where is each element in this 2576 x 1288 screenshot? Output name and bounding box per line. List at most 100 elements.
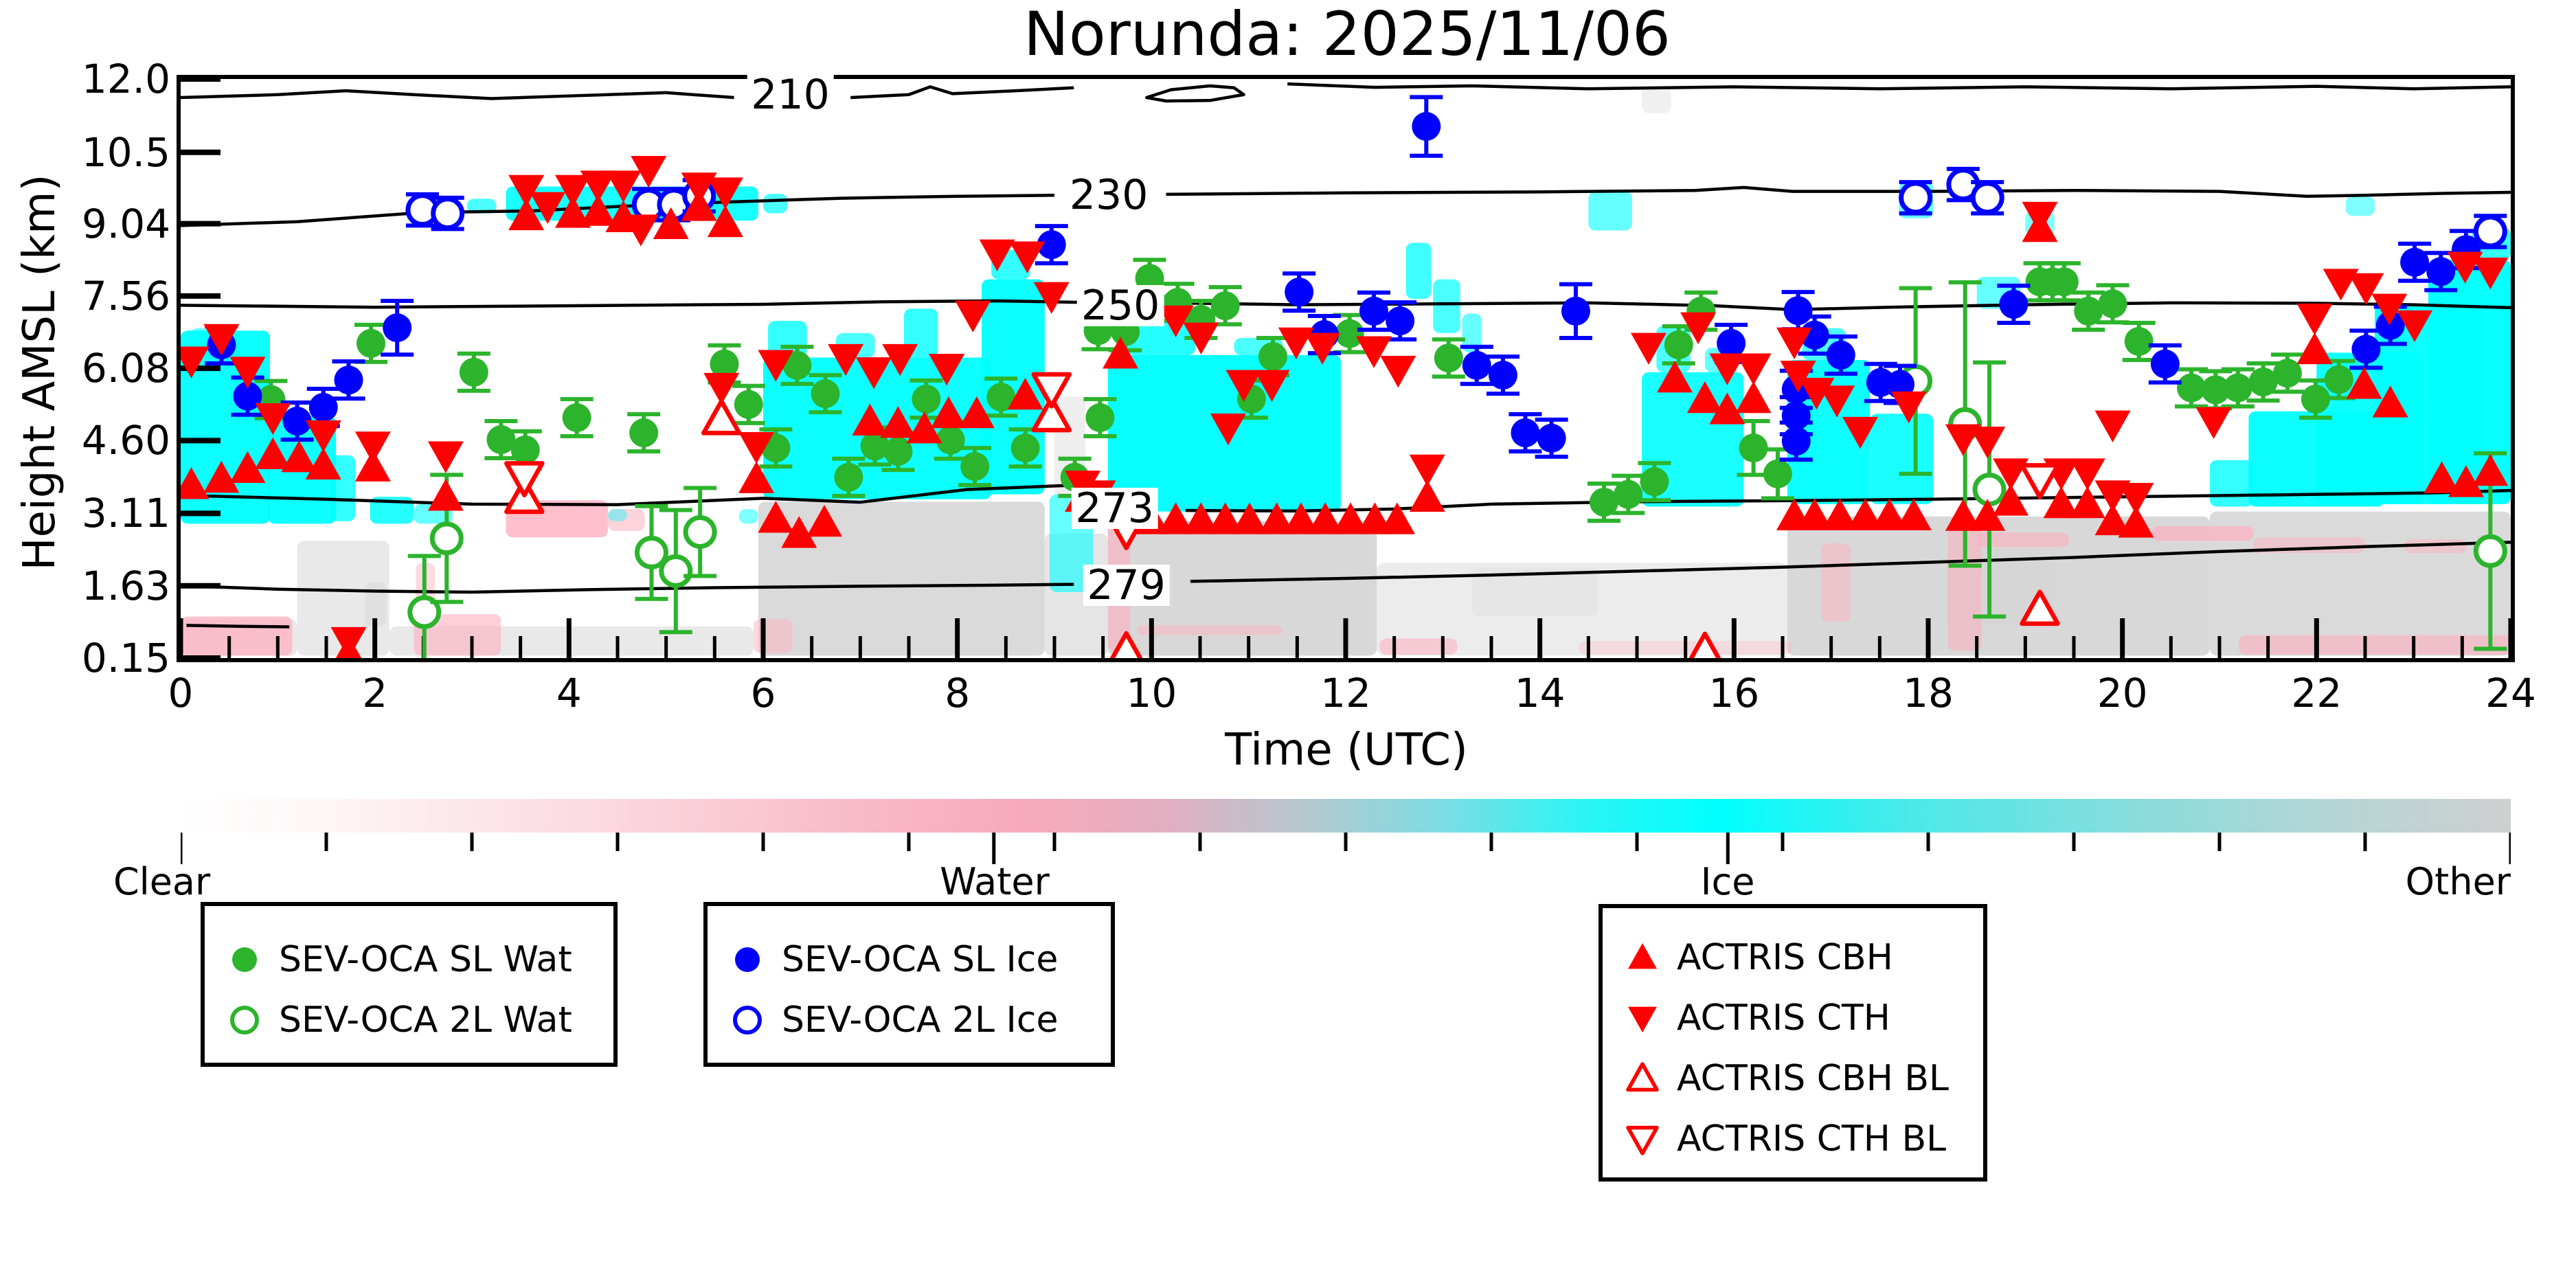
marker-circle xyxy=(407,595,442,629)
bg-region-ice xyxy=(1462,313,1482,353)
legend-label: ACTRIS CTH xyxy=(1677,997,1890,1039)
marker-triangle-down xyxy=(703,372,740,405)
marker-triangle-down xyxy=(1183,322,1219,354)
marker-triangle-up xyxy=(1735,381,1772,414)
marker-triangle-up xyxy=(1007,377,1043,410)
bg-region-other xyxy=(297,541,389,656)
marker-triangle-up xyxy=(707,205,743,238)
marker-triangle-down xyxy=(580,170,616,203)
bg-region-ice xyxy=(466,199,497,214)
bg-region-water xyxy=(1821,543,1851,622)
marker-triangle-up xyxy=(2069,486,2105,519)
marker-triangle-up xyxy=(653,207,689,239)
marker-triangle-down xyxy=(1993,458,2029,490)
triangle-down-filled-icon xyxy=(1628,1006,1657,1032)
marker-circle xyxy=(2400,247,2430,277)
marker-circle xyxy=(1717,328,1746,358)
marker-triangle-down xyxy=(1969,427,2006,459)
marker-circle xyxy=(1037,230,1066,260)
marker-triangle-up xyxy=(1847,498,1884,530)
marker-circle xyxy=(2124,327,2154,357)
bg-region-ice xyxy=(763,194,788,214)
contour-line xyxy=(181,194,1055,227)
marker-circle xyxy=(1085,403,1115,432)
marker-triangle-down xyxy=(1380,355,1416,388)
y-tick-label: 1.63 xyxy=(81,562,170,609)
marker-triangle-down xyxy=(828,343,864,376)
bg-region-ice xyxy=(1588,191,1632,231)
marker-triangle-up xyxy=(2118,506,2154,538)
marker-triangle-up xyxy=(1258,502,1295,534)
marker-triangle-up xyxy=(2448,465,2484,497)
marker-circle xyxy=(1783,296,1813,326)
marker-triangle-up xyxy=(781,516,817,548)
marker-triangle-down xyxy=(1278,327,1314,360)
legend-marker xyxy=(232,947,257,972)
marker-triangle-down xyxy=(1157,305,1194,338)
marker-triangle-up xyxy=(806,504,843,537)
triangle-up-filled-icon xyxy=(1628,943,1657,969)
marker-triangle-down xyxy=(707,177,743,210)
marker-circle xyxy=(1640,467,1669,497)
marker-triangle-down xyxy=(2371,293,2408,326)
marker-circle xyxy=(2150,349,2180,379)
marker-triangle-up xyxy=(1103,337,1139,369)
colorbar-label-other: Other xyxy=(2405,860,2511,903)
marker-triangle-up xyxy=(2346,367,2382,399)
bg-region-water xyxy=(753,619,793,653)
marker-triangle-down xyxy=(681,172,717,205)
y-tick-label: 3.11 xyxy=(81,490,170,537)
marker-circle xyxy=(2223,373,2252,403)
x-tick-label: 10 xyxy=(1126,670,1177,716)
marker-triangle-up xyxy=(1822,498,1858,530)
marker-triangle-down xyxy=(1842,416,1879,449)
bg-region-ice xyxy=(2209,460,2254,507)
marker-triangle-down xyxy=(2195,407,2232,439)
marker-triangle-down xyxy=(354,431,391,464)
marker-triangle-down xyxy=(1064,471,1100,503)
colorbar-ticks xyxy=(179,833,2513,867)
contour-line xyxy=(181,583,1074,594)
legend-marker xyxy=(1626,1125,1659,1155)
marker-triangle-up xyxy=(2043,486,2079,519)
marker-circle xyxy=(710,349,739,379)
bg-region-ice xyxy=(1433,279,1460,333)
circle-open-icon xyxy=(733,1006,762,1035)
legend-entry: SEV-OCA 2L Ice xyxy=(728,999,1058,1041)
marker-triangle-down xyxy=(2069,458,2105,490)
marker-triangle-up xyxy=(1409,479,1445,512)
marker-triangle-down xyxy=(255,403,291,436)
marker-circle xyxy=(1739,433,1768,463)
marker-triangle-down xyxy=(504,461,545,498)
marker-circle xyxy=(2351,335,2381,364)
marker-triangle-down xyxy=(979,239,1015,271)
circle-open-icon xyxy=(230,1006,259,1035)
y-tick-label: 6.08 xyxy=(81,345,170,392)
marker-circle xyxy=(233,381,262,411)
x-tick-label: 14 xyxy=(1514,670,1566,716)
plot-area: 210 230 250 273 279 xyxy=(177,74,2515,662)
marker-triangle-up xyxy=(1871,498,1908,530)
marker-circle xyxy=(811,379,840,409)
marker-triangle-up xyxy=(1686,381,1723,414)
marker-triangle-down xyxy=(1630,332,1667,365)
legend-label: ACTRIS CTH BL xyxy=(1677,1118,1947,1160)
contour-line xyxy=(181,89,734,100)
marker-circle xyxy=(2375,310,2405,340)
marker-triangle-down xyxy=(1033,282,1070,314)
marker-triangle-down xyxy=(181,346,210,379)
x-tick-label: 6 xyxy=(750,670,776,716)
x-tick-label: 16 xyxy=(1708,670,1760,716)
legend-entry: SEV-OCA 2L Wat xyxy=(225,999,572,1041)
bg-region-ice xyxy=(2345,196,2375,216)
marker-triangle-down xyxy=(856,357,892,389)
marker-triangle-up xyxy=(1232,502,1268,534)
x-tick-label: 22 xyxy=(2291,670,2342,716)
marker-circle xyxy=(2272,359,2302,388)
contour-label-210: 210 xyxy=(747,74,834,115)
marker-triangle-down xyxy=(882,343,918,376)
marker-triangle-up xyxy=(1379,502,1415,534)
marker-circle xyxy=(1972,473,2007,507)
marker-triangle-down xyxy=(427,441,464,473)
